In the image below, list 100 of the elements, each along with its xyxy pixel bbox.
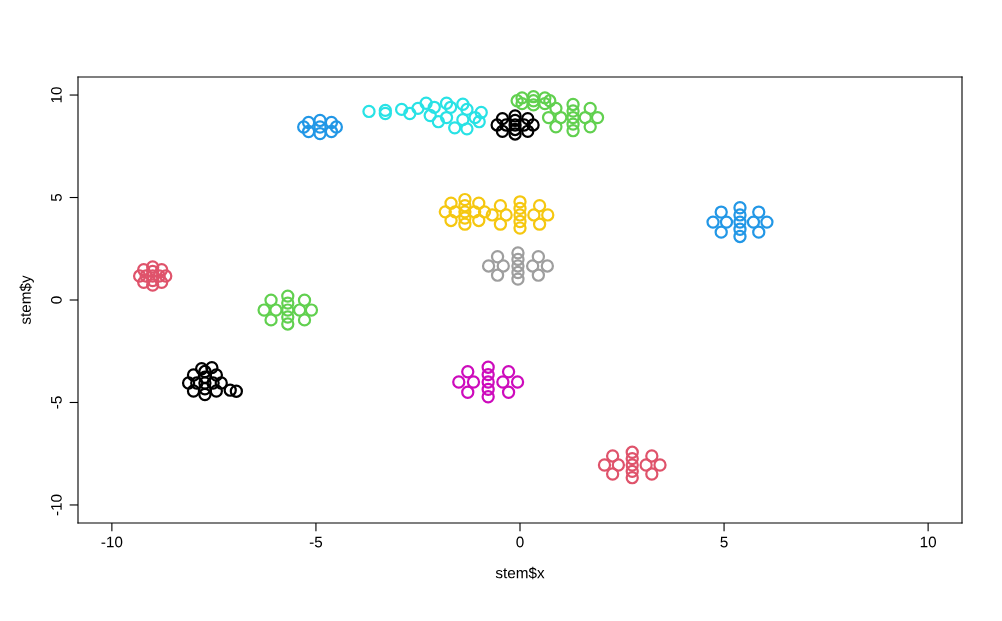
point — [566, 117, 580, 131]
point — [541, 208, 555, 222]
point — [481, 367, 495, 382]
y-axis-title: stem$y — [19, 275, 34, 325]
point — [461, 385, 475, 399]
point — [513, 214, 527, 229]
point — [496, 375, 510, 389]
point — [566, 124, 580, 138]
point — [526, 94, 541, 108]
point — [439, 110, 454, 125]
point — [578, 110, 592, 125]
point — [472, 196, 486, 210]
point — [456, 112, 470, 127]
point — [521, 111, 535, 126]
y-tick-label: 0 — [50, 296, 62, 304]
point — [257, 303, 271, 317]
point — [625, 471, 639, 485]
point — [495, 124, 510, 138]
point — [301, 115, 316, 130]
point — [733, 222, 747, 236]
point — [190, 376, 204, 390]
point — [605, 449, 620, 463]
point — [137, 263, 151, 277]
point — [423, 108, 437, 123]
point — [625, 464, 639, 479]
point — [439, 96, 454, 110]
y-tick-label: 10 — [50, 87, 62, 103]
point — [458, 192, 472, 207]
point — [501, 385, 516, 399]
x-tick-label: -5 — [309, 536, 323, 548]
point — [264, 313, 278, 327]
point — [181, 376, 196, 390]
point — [297, 293, 312, 307]
point — [209, 368, 224, 382]
point — [495, 111, 510, 126]
y-tick-label: -10 — [50, 494, 62, 516]
point — [526, 90, 541, 104]
point — [511, 259, 525, 273]
point — [490, 250, 505, 264]
point — [472, 115, 486, 129]
point — [513, 201, 527, 216]
point — [146, 278, 160, 292]
point — [513, 221, 527, 235]
point — [566, 97, 580, 112]
point — [752, 225, 766, 239]
point — [460, 122, 474, 136]
point — [456, 97, 470, 111]
point — [458, 217, 472, 231]
point — [209, 384, 224, 398]
point — [549, 120, 563, 134]
point — [531, 250, 546, 264]
point — [508, 113, 522, 128]
point — [297, 313, 312, 327]
point — [714, 225, 728, 239]
point — [394, 102, 409, 117]
point — [625, 445, 639, 459]
point — [496, 259, 510, 273]
point — [419, 96, 433, 110]
point — [510, 94, 524, 108]
point — [146, 260, 160, 274]
point — [515, 91, 529, 105]
point — [324, 124, 339, 139]
point — [427, 100, 441, 114]
point — [645, 449, 659, 463]
point — [362, 104, 376, 119]
point — [481, 375, 495, 389]
point — [438, 205, 452, 219]
point — [205, 360, 219, 375]
point — [431, 115, 446, 129]
point — [281, 296, 295, 310]
point — [493, 199, 508, 213]
point — [541, 110, 556, 125]
point — [137, 275, 151, 290]
point — [508, 122, 522, 137]
point — [481, 390, 495, 404]
point — [132, 269, 147, 283]
point — [733, 229, 747, 244]
point — [269, 303, 283, 317]
point — [566, 110, 580, 125]
point — [313, 126, 327, 141]
point — [538, 91, 552, 105]
point — [452, 375, 466, 389]
point — [481, 259, 496, 273]
point — [543, 94, 557, 108]
point — [281, 303, 295, 317]
point — [532, 199, 547, 213]
x-tick-label: 10 — [920, 536, 937, 548]
point — [513, 208, 527, 222]
point — [198, 376, 212, 390]
point — [597, 458, 612, 472]
point — [281, 289, 295, 303]
point — [198, 387, 212, 402]
point — [511, 246, 525, 260]
point — [468, 205, 482, 219]
point — [605, 467, 620, 481]
point — [411, 101, 425, 116]
x-tick-label: 0 — [516, 536, 524, 548]
point — [760, 215, 774, 229]
point — [214, 376, 228, 390]
point — [264, 293, 278, 307]
